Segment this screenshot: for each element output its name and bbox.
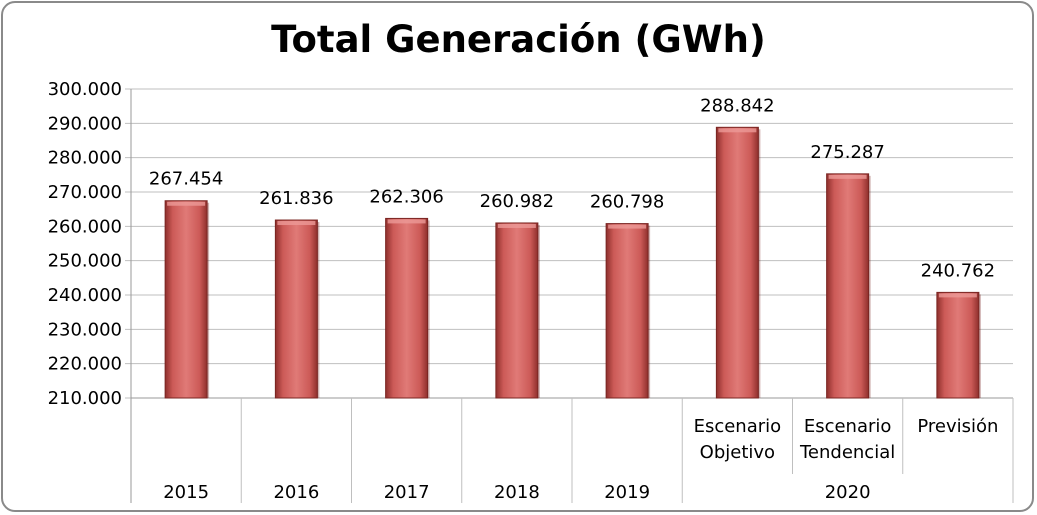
bar-top-bevel bbox=[497, 223, 536, 228]
bar bbox=[715, 126, 759, 399]
y-tick-label: 240.000 bbox=[48, 285, 122, 306]
bar-top-bevel bbox=[167, 201, 206, 206]
x-tick-label: Previsión bbox=[917, 416, 998, 437]
bar bbox=[385, 217, 429, 399]
data-label: 260.982 bbox=[480, 191, 554, 212]
bars bbox=[164, 126, 981, 399]
y-tick-label: 280.000 bbox=[48, 148, 122, 169]
x-tick-label: 2019 bbox=[604, 482, 650, 503]
bar bbox=[826, 173, 870, 399]
bar-top-bevel bbox=[938, 293, 977, 298]
data-label: 262.306 bbox=[369, 186, 443, 207]
x-tick-label: 2018 bbox=[494, 482, 540, 503]
data-label: 260.798 bbox=[590, 192, 664, 213]
x-tick-label: 2015 bbox=[163, 482, 209, 503]
bar bbox=[936, 291, 980, 399]
y-tick-label: 220.000 bbox=[48, 354, 122, 375]
y-tick-label: 290.000 bbox=[48, 113, 122, 134]
x-tick-label: 2016 bbox=[273, 482, 319, 503]
x-tick-label: 2017 bbox=[384, 482, 430, 503]
bar-top-bevel bbox=[828, 174, 867, 179]
y-tick-label: 260.000 bbox=[48, 216, 122, 237]
bar-top-bevel bbox=[277, 221, 316, 226]
data-label: 261.836 bbox=[259, 188, 333, 209]
gridlines bbox=[125, 88, 1013, 399]
labels: 300.000 290.000 280.000 270.000 260.000 250.0… bbox=[48, 79, 999, 503]
y-tick-label: 270.000 bbox=[48, 182, 122, 203]
y-tick-label: 250.000 bbox=[48, 251, 122, 272]
y-tick-label: 210.000 bbox=[48, 388, 122, 409]
axes bbox=[130, 89, 1014, 503]
bar-top-bevel bbox=[718, 128, 757, 133]
data-label: 288.842 bbox=[700, 95, 774, 116]
bar bbox=[605, 223, 649, 399]
y-tick-label: 300.000 bbox=[48, 79, 122, 100]
bar bbox=[164, 200, 208, 399]
bar-top-bevel bbox=[387, 219, 426, 224]
bar-top-bevel bbox=[608, 224, 647, 229]
y-tick-label: 230.000 bbox=[48, 319, 122, 340]
bar bbox=[274, 219, 318, 399]
x-tick-label: Objetivo bbox=[700, 442, 775, 463]
data-label: 275.287 bbox=[810, 142, 884, 163]
x-tick-label: Tendencial bbox=[799, 442, 895, 463]
x-tick-label: Escenario bbox=[804, 416, 892, 437]
data-label: 267.454 bbox=[149, 169, 223, 190]
chart-title: Total Generación (GWh) bbox=[271, 18, 766, 61]
bar bbox=[495, 222, 539, 399]
data-label: 240.762 bbox=[921, 260, 995, 281]
x-tick-label: Escenario bbox=[694, 416, 782, 437]
x-group-label: 2020 bbox=[825, 482, 871, 503]
